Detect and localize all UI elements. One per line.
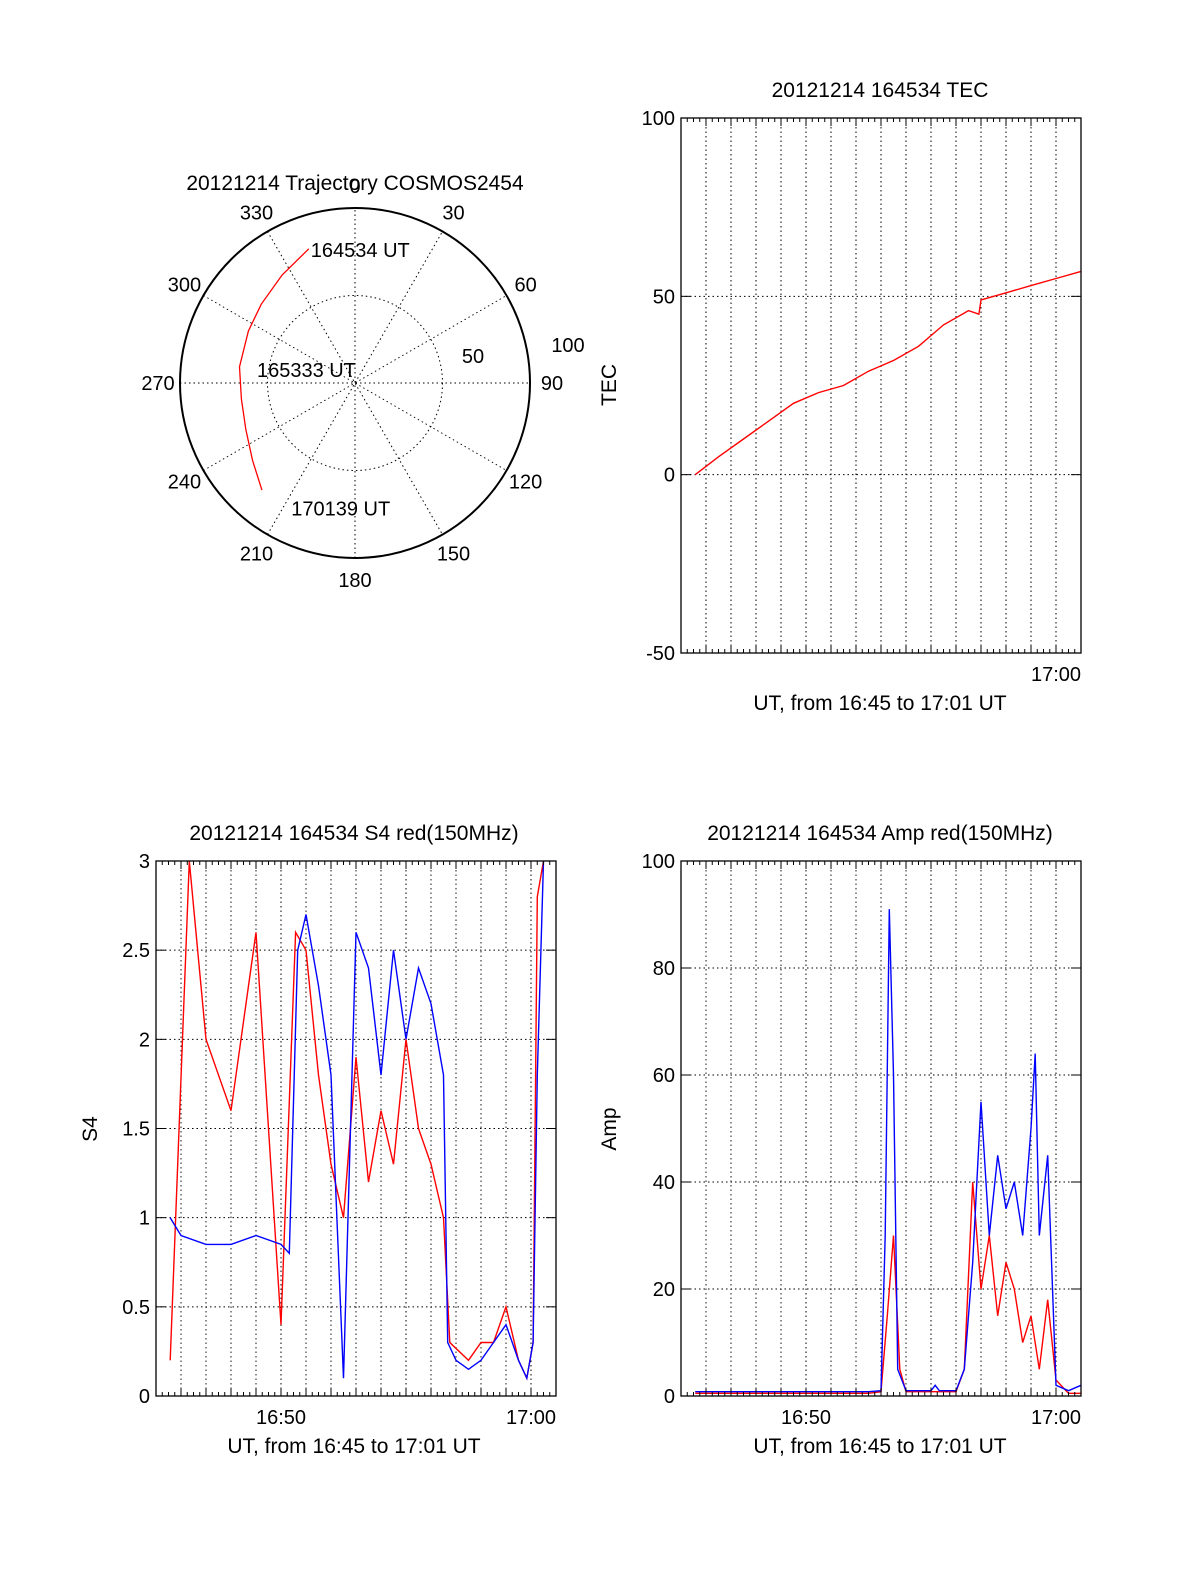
amp-y-axis-label: Amp <box>598 1107 621 1150</box>
y-tick-label: 40 <box>653 1172 675 1194</box>
polar-azimuth-label: 90 <box>541 373 563 395</box>
series-line-blue <box>169 860 545 1381</box>
tec-chart-title: 20121214 164534 TEC <box>772 79 989 102</box>
polar-azimuth-label: 0 <box>349 176 360 198</box>
polar-trajectory-chart: 20121214 Trajectory COSMOS2454 0 30 60 90 12… <box>141 172 584 592</box>
s4-chart: 20121214 164534 S4 red(150MHz) S4 UT, fr… <box>79 822 557 1458</box>
s4-chart-title: 20121214 164534 S4 red(150MHz) <box>189 822 518 845</box>
polar-azimuth-label: 300 <box>168 275 201 297</box>
y-tick-label: 2.5 <box>122 940 150 962</box>
y-tick-label: 1.5 <box>122 1119 150 1141</box>
y-tick-label: 50 <box>653 286 675 308</box>
s4-y-axis-label: S4 <box>79 1116 102 1142</box>
x-tick-label: 17:00 <box>506 1407 556 1429</box>
polar-radial-label-50: 50 <box>462 346 484 368</box>
polar-azimuth-label: 210 <box>240 544 273 566</box>
y-tick-label: 1 <box>139 1208 150 1230</box>
amp-chart-title: 20121214 164534 Amp red(150MHz) <box>707 822 1053 845</box>
y-tick-label: 80 <box>653 958 675 980</box>
trajectory-end-label: 170139 UT <box>291 499 390 521</box>
y-tick-label: 0 <box>664 465 675 487</box>
trajectory-start-label: 164534 UT <box>311 240 410 262</box>
x-tick-label: 16:50 <box>781 1407 831 1429</box>
series-line-blue <box>695 909 1082 1393</box>
tec-chart: 20121214 164534 TEC TEC UT, from 16:45 t… <box>598 79 1082 715</box>
polar-chart-title: 20121214 Trajectory COSMOS2454 <box>186 172 524 195</box>
y-tick-label: 100 <box>642 108 675 130</box>
y-tick-label: 0 <box>664 1386 675 1408</box>
x-tick-label: 17:00 <box>1031 664 1081 686</box>
polar-azimuth-label: 180 <box>338 570 371 592</box>
polar-azimuth-label: 120 <box>509 472 542 494</box>
y-tick-label: 100 <box>642 851 675 873</box>
amp-chart: 20121214 164534 Amp red(150MHz) Amp UT, … <box>598 822 1082 1458</box>
y-tick-label: 0.5 <box>122 1297 150 1319</box>
grid-lines <box>681 861 1081 1396</box>
polar-azimuth-label: 30 <box>442 202 464 224</box>
y-tick-label: 3 <box>139 851 150 873</box>
y-tick-label: 20 <box>653 1279 675 1301</box>
polar-azimuth-labels: 0 30 60 90 120 150 180 210 240 270 300 330 <box>141 176 563 592</box>
series-line-red <box>695 1181 1081 1395</box>
polar-azimuth-label: 330 <box>240 202 273 224</box>
series-line-red <box>169 860 545 1381</box>
y-tick-label: 0 <box>139 1386 150 1408</box>
series-line-red <box>694 270 1082 476</box>
x-tick-label: 16:50 <box>256 1407 306 1429</box>
tec-y-axis-label: TEC <box>598 364 621 406</box>
y-tick-label: 2 <box>139 1029 150 1051</box>
x-tick-label: 17:00 <box>1031 1407 1081 1429</box>
amp-x-axis-label: UT, from 16:45 to 17:01 UT <box>753 1435 1006 1458</box>
polar-azimuth-label: 270 <box>141 373 174 395</box>
polar-azimuth-label: 150 <box>437 544 470 566</box>
polar-radial-label-100: 100 <box>551 335 584 357</box>
polar-trajectory-line <box>238 248 310 491</box>
polar-azimuth-label: 60 <box>514 275 536 297</box>
polar-azimuth-label: 240 <box>168 472 201 494</box>
trajectory-mid-label: 165333 UT <box>257 360 356 382</box>
y-tick-label: -50 <box>646 643 675 665</box>
tec-x-axis-label: UT, from 16:45 to 17:01 UT <box>753 692 1006 715</box>
grid-lines <box>681 118 1081 653</box>
s4-x-axis-label: UT, from 16:45 to 17:01 UT <box>227 1435 480 1458</box>
y-tick-label: 60 <box>653 1065 675 1087</box>
